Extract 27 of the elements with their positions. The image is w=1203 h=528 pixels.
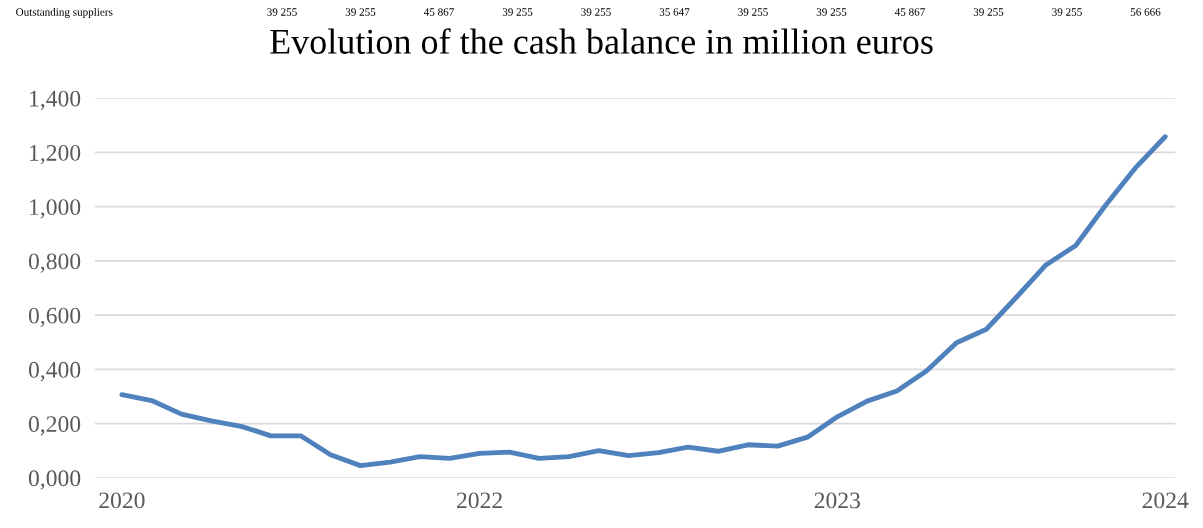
y-tick-label: 0,200 — [28, 416, 81, 436]
text: 39 255 — [267, 8, 297, 16]
x-tick-label: 2022 — [457, 492, 502, 509]
x-tick-label: 2024 — [1142, 492, 1189, 509]
text: 45 867 — [894, 8, 925, 16]
x-tick-label: 2020 — [99, 492, 145, 509]
text: 56 666 — [1130, 8, 1161, 16]
y-tick-label: 1,400 — [30, 90, 81, 111]
text: 39 255 — [816, 8, 847, 16]
y-tick-label: 0,000 — [28, 470, 81, 490]
line-series — [119, 134, 1168, 469]
text: 45 867 — [423, 8, 454, 16]
text: Outstanding suppliers — [16, 7, 113, 19]
text: 39 255 — [738, 8, 768, 16]
y-tick-label: 1,200 — [30, 144, 81, 165]
y-tick-label: 1,000 — [30, 199, 81, 219]
x-tick-label: 2023 — [814, 492, 860, 509]
chart-title: Evolution of the cash balance in million euros — [270, 28, 933, 54]
y-tick-label: 0,800 — [28, 253, 81, 273]
text: 39 255 — [581, 8, 611, 16]
text: 39 255 — [973, 8, 1004, 16]
text: 39 255 — [1052, 8, 1082, 16]
text: 39 255 — [345, 8, 376, 16]
text: 39 255 — [502, 8, 533, 16]
y-tick-label: 0,400 — [28, 361, 81, 382]
text: 35 647 — [659, 8, 690, 16]
y-tick-label: 0,600 — [28, 307, 81, 327]
